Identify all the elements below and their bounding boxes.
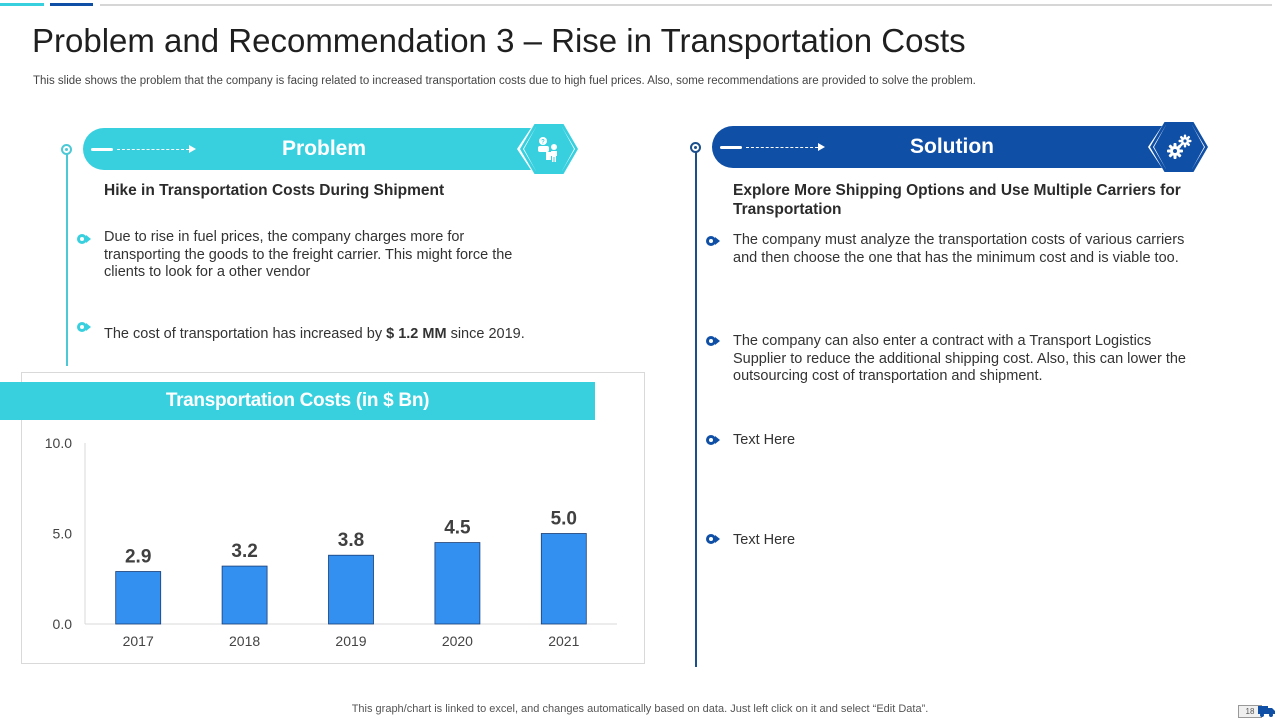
y-tick-label: 5.0 xyxy=(53,526,73,542)
page-title: Problem and Recommendation 3 – Rise in T… xyxy=(32,22,966,59)
solution-banner-label: Solution xyxy=(910,135,994,158)
top-accent-navy xyxy=(50,3,93,6)
solution-bullet-icon-2 xyxy=(706,336,720,346)
problem-bullet-1: Due to rise in fuel prices, the company … xyxy=(104,229,513,280)
problem-timeline-line xyxy=(66,152,68,366)
problem-heading: Hike in Transportation Costs During Ship… xyxy=(104,182,445,199)
solution-bullet-2: The company can also enter a contract wi… xyxy=(733,333,1186,384)
solution-bullet-icon-1 xyxy=(706,236,720,246)
bar-2021[interactable] xyxy=(540,533,587,625)
bar-value-label: 3.8 xyxy=(338,530,364,551)
y-tick-label: 0.0 xyxy=(53,616,73,632)
solution-arrow-decoration xyxy=(720,146,826,148)
solution-timeline-line xyxy=(695,152,697,667)
bar-chart[interactable]: 0.0 5.0 10.0 2.9 2017 3.2 2018 3.8 2019 4.5 2020 5… xyxy=(21,420,645,660)
page-subtitle: This slide shows the problem that the co… xyxy=(33,75,976,87)
bar-value-label: 3.2 xyxy=(231,541,257,562)
problem-arrow-decoration xyxy=(91,148,197,150)
truck-icon xyxy=(1258,706,1275,717)
x-tick-label: 2019 xyxy=(335,633,366,649)
solution-bullet-icon-4 xyxy=(706,534,720,544)
problem-bullet-icon-1 xyxy=(77,234,91,244)
x-tick-label: 2018 xyxy=(229,633,260,649)
bar-2017[interactable] xyxy=(115,571,162,625)
solution-bullet-icon-3 xyxy=(706,435,720,445)
problem-banner: Problem xyxy=(83,128,531,170)
problem-banner-label: Problem xyxy=(281,137,367,160)
solution-bullet-1: The company must analyze the transportat… xyxy=(733,232,1185,266)
bar-2020[interactable] xyxy=(434,542,481,625)
x-tick-label: 2020 xyxy=(442,633,473,649)
footer-note: This graph/chart is linked to excel, and… xyxy=(351,703,929,715)
problem-bullet-icon-2 xyxy=(77,322,91,332)
bar-2019[interactable] xyxy=(328,554,374,625)
problem-bullet-2-prefix: The cost of transportation has increased… xyxy=(104,326,387,342)
problem-bullet-2-highlight: $ 1.2 MM xyxy=(386,326,447,342)
solution-bullet-3: Text Here xyxy=(733,432,796,448)
solution-banner: Solution xyxy=(712,126,1162,168)
top-rule xyxy=(100,4,1272,6)
bar-value-label: 4.5 xyxy=(444,518,471,539)
solution-timeline-dot xyxy=(690,142,701,153)
bar-value-label: 2.9 xyxy=(125,547,151,568)
x-tick-label: 2017 xyxy=(123,633,154,649)
bar-2018[interactable] xyxy=(221,565,268,625)
solution-heading: Explore More Shipping Options and Use Mu… xyxy=(733,182,1181,218)
problem-bullet-2-suffix: since 2019. xyxy=(446,326,525,342)
x-tick-label: 2021 xyxy=(548,633,579,649)
svg-text:?: ? xyxy=(541,140,545,146)
solution-bullet-4: Text Here xyxy=(733,532,796,548)
y-tick-label: 10.0 xyxy=(45,435,72,451)
problem-bullet-2: The cost of transportation has increased… xyxy=(104,326,574,344)
gears-icon xyxy=(1154,124,1204,170)
problem-timeline-dot xyxy=(61,144,72,155)
bar-value-label: 5.0 xyxy=(551,509,577,530)
top-accent-cyan xyxy=(0,3,44,6)
chart-title: Transportation Costs (in $ Bn) xyxy=(0,382,595,420)
